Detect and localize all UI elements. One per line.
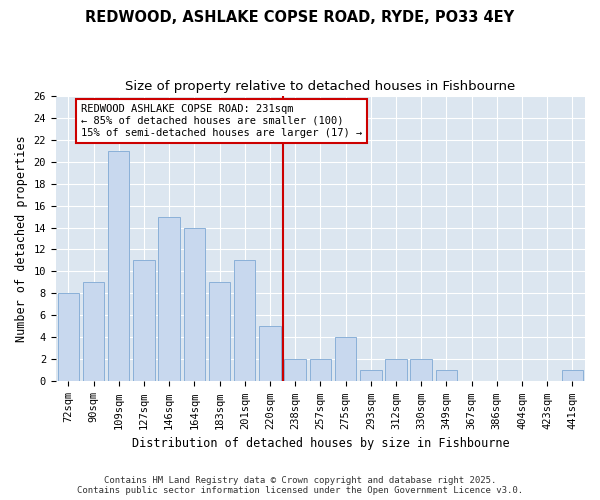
X-axis label: Distribution of detached houses by size in Fishbourne: Distribution of detached houses by size … [131,437,509,450]
Bar [259,326,281,382]
Title: Size of property relative to detached houses in Fishbourne: Size of property relative to detached ho… [125,80,515,93]
Bar [410,360,432,382]
Text: REDWOOD ASHLAKE COPSE ROAD: 231sqm
← 85% of detached houses are smaller (100)
15: REDWOOD ASHLAKE COPSE ROAD: 231sqm ← 85%… [81,104,362,138]
Bar [83,282,104,382]
Bar [58,294,79,382]
Bar [360,370,382,382]
Bar [158,216,180,382]
Bar [209,282,230,382]
Bar [310,360,331,382]
Bar [184,228,205,382]
Bar [335,338,356,382]
Bar [562,370,583,382]
Bar [284,360,306,382]
Bar [234,260,256,382]
Bar [108,150,130,382]
Text: REDWOOD, ASHLAKE COPSE ROAD, RYDE, PO33 4EY: REDWOOD, ASHLAKE COPSE ROAD, RYDE, PO33 … [85,10,515,25]
Bar [133,260,155,382]
Y-axis label: Number of detached properties: Number of detached properties [15,135,28,342]
Text: Contains HM Land Registry data © Crown copyright and database right 2025.
Contai: Contains HM Land Registry data © Crown c… [77,476,523,495]
Bar [436,370,457,382]
Bar [385,360,407,382]
